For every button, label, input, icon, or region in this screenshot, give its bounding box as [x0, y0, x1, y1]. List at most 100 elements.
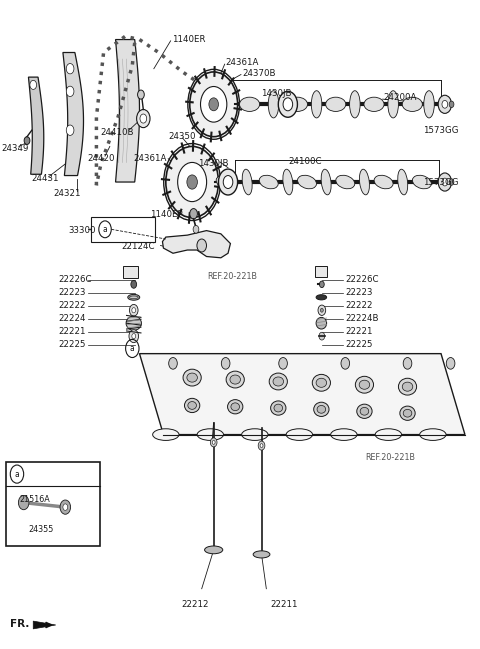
Ellipse shape: [357, 404, 372, 419]
Ellipse shape: [375, 429, 402, 441]
Ellipse shape: [412, 175, 432, 189]
Circle shape: [403, 358, 412, 369]
Ellipse shape: [400, 406, 415, 421]
Ellipse shape: [273, 377, 284, 386]
Circle shape: [319, 332, 324, 340]
Ellipse shape: [316, 378, 326, 387]
Text: 1430JB: 1430JB: [198, 159, 228, 167]
Circle shape: [138, 90, 144, 99]
Ellipse shape: [283, 169, 293, 195]
Text: 21516A: 21516A: [20, 495, 50, 504]
Ellipse shape: [253, 551, 270, 558]
Text: 22223: 22223: [58, 288, 85, 297]
Circle shape: [190, 72, 238, 137]
Text: 24350: 24350: [168, 132, 196, 141]
Text: 24431: 24431: [31, 175, 59, 183]
Text: FR.: FR.: [10, 618, 30, 629]
Polygon shape: [33, 621, 56, 629]
Polygon shape: [28, 77, 44, 174]
Ellipse shape: [420, 429, 446, 441]
Text: 22225: 22225: [58, 340, 85, 349]
Circle shape: [341, 358, 349, 369]
Text: 22226C: 22226C: [345, 275, 379, 284]
Ellipse shape: [402, 382, 413, 391]
Circle shape: [137, 110, 150, 128]
Ellipse shape: [331, 429, 357, 441]
Ellipse shape: [228, 400, 243, 414]
Circle shape: [320, 281, 324, 288]
Ellipse shape: [359, 380, 370, 389]
Text: 22221: 22221: [345, 327, 373, 336]
Ellipse shape: [130, 296, 138, 299]
Circle shape: [449, 178, 454, 185]
Text: REF.20-221B: REF.20-221B: [207, 272, 257, 281]
Circle shape: [209, 98, 218, 111]
Text: 1573GG: 1573GG: [423, 178, 458, 186]
Circle shape: [210, 438, 217, 447]
Circle shape: [221, 358, 230, 369]
Text: 1573GG: 1573GG: [423, 126, 458, 135]
Ellipse shape: [325, 97, 346, 112]
Ellipse shape: [240, 97, 260, 112]
Bar: [91, 217, 156, 241]
Circle shape: [178, 162, 206, 202]
Circle shape: [187, 175, 197, 189]
Ellipse shape: [364, 97, 384, 112]
Text: 22124C: 22124C: [121, 242, 155, 251]
Ellipse shape: [360, 169, 370, 195]
Circle shape: [190, 208, 197, 219]
Ellipse shape: [126, 316, 142, 330]
Ellipse shape: [231, 403, 240, 411]
Ellipse shape: [274, 404, 283, 412]
Ellipse shape: [398, 378, 417, 395]
Circle shape: [318, 305, 325, 315]
Ellipse shape: [242, 169, 252, 195]
Circle shape: [212, 441, 215, 445]
Ellipse shape: [398, 169, 408, 195]
Text: a: a: [103, 225, 108, 234]
Text: 22212: 22212: [181, 600, 209, 609]
Ellipse shape: [288, 97, 308, 112]
Circle shape: [442, 178, 448, 186]
Circle shape: [446, 358, 455, 369]
Ellipse shape: [269, 373, 288, 390]
Bar: [6, 462, 100, 546]
Ellipse shape: [188, 402, 196, 410]
Ellipse shape: [241, 429, 268, 441]
Polygon shape: [162, 230, 230, 258]
Text: 22225: 22225: [345, 340, 373, 349]
Ellipse shape: [388, 91, 398, 118]
Ellipse shape: [183, 369, 201, 386]
Text: 22223: 22223: [345, 288, 373, 297]
Ellipse shape: [184, 398, 200, 413]
Text: 24200A: 24200A: [384, 93, 417, 102]
Ellipse shape: [317, 406, 325, 413]
Circle shape: [66, 125, 74, 136]
Circle shape: [24, 137, 30, 145]
Ellipse shape: [360, 408, 369, 415]
Circle shape: [197, 239, 206, 252]
Text: 1430JB: 1430JB: [261, 89, 291, 98]
Circle shape: [438, 173, 452, 191]
Circle shape: [132, 334, 136, 339]
Text: 24410B: 24410B: [100, 128, 134, 137]
Text: 24321: 24321: [53, 189, 81, 197]
Ellipse shape: [128, 295, 140, 300]
Circle shape: [30, 80, 36, 90]
Ellipse shape: [197, 429, 224, 441]
Ellipse shape: [187, 373, 197, 382]
Circle shape: [129, 330, 139, 343]
Ellipse shape: [271, 401, 286, 415]
Ellipse shape: [259, 175, 278, 189]
Text: 22222: 22222: [58, 301, 85, 310]
Circle shape: [449, 101, 454, 108]
Ellipse shape: [355, 376, 373, 393]
Circle shape: [279, 358, 288, 369]
Circle shape: [66, 86, 74, 97]
Circle shape: [283, 98, 293, 111]
Circle shape: [131, 280, 137, 288]
Polygon shape: [63, 53, 84, 175]
Ellipse shape: [298, 175, 316, 189]
Ellipse shape: [402, 97, 422, 112]
Ellipse shape: [374, 175, 393, 189]
